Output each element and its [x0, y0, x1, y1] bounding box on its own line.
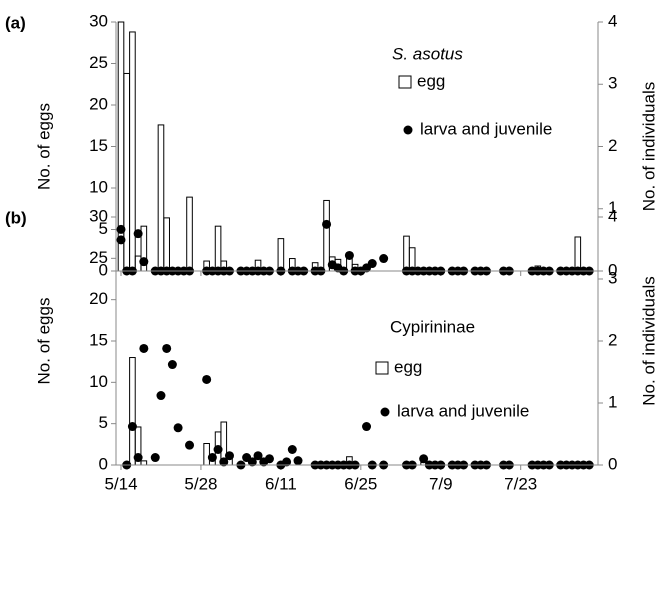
bar — [574, 236, 582, 272]
point — [322, 219, 332, 229]
x-tick-label: 6/11 — [265, 474, 297, 493]
x-tick-label: 5/28 — [184, 474, 217, 493]
point — [419, 454, 429, 464]
y2-tick-label: 4 — [608, 206, 617, 225]
bar — [129, 357, 136, 466]
bar — [157, 124, 165, 272]
y-tick-label: 15 — [89, 330, 108, 349]
bar — [163, 217, 170, 272]
point — [293, 456, 303, 466]
y2-tick-label: 4 — [608, 11, 617, 30]
y-tick-label: 30 — [89, 206, 108, 225]
bar — [323, 199, 330, 272]
legend-swatch — [380, 407, 390, 417]
point — [367, 259, 377, 269]
bar — [140, 460, 148, 466]
point — [202, 374, 212, 384]
point — [224, 451, 234, 461]
y-tick-label: 25 — [89, 248, 108, 267]
y-tick-label: 30 — [89, 11, 108, 30]
y2-tick-label: 3 — [608, 268, 617, 287]
y-tick-label: 5 — [99, 219, 108, 238]
panel-label: (b) — [5, 208, 27, 227]
y2-tick-label: 2 — [608, 136, 617, 155]
point — [167, 360, 177, 370]
x-tick-label: 5/14 — [104, 474, 137, 493]
point — [133, 229, 143, 239]
point — [287, 445, 297, 454]
panel-label: (a) — [5, 13, 26, 32]
x-tick-label: 6/25 — [344, 474, 377, 493]
x-tick-label: 7/9 — [429, 474, 453, 493]
point — [247, 457, 257, 467]
point — [264, 454, 274, 464]
point — [344, 250, 354, 260]
point — [162, 343, 172, 353]
point — [173, 423, 183, 433]
bar — [203, 443, 210, 466]
y2-axis-label: No. of individuals — [639, 276, 658, 405]
y2-tick-label: 0 — [608, 454, 617, 473]
point — [150, 453, 160, 463]
legend-label: egg — [394, 357, 422, 376]
point — [219, 457, 229, 467]
annotation: S. asotus — [392, 44, 463, 63]
annotation: Cypirininae — [390, 317, 475, 336]
point — [156, 391, 166, 401]
point — [379, 254, 389, 264]
point — [185, 440, 195, 450]
bar — [277, 238, 285, 272]
legend-swatch — [398, 75, 412, 89]
y-tick-label: 20 — [89, 289, 108, 308]
bar — [186, 196, 193, 272]
point — [139, 343, 149, 353]
y-tick-label: 10 — [89, 372, 108, 391]
legend-label: egg — [417, 71, 445, 90]
y-tick-label: 25 — [89, 53, 108, 72]
legend-swatch — [375, 361, 389, 375]
bar — [403, 235, 410, 272]
point — [127, 422, 137, 432]
y2-axis-label: No. of individuals — [639, 82, 658, 211]
y-axis-label: No. of eggs — [34, 103, 53, 190]
legend-swatch — [403, 125, 413, 135]
legend-label: larva and juvenile — [397, 401, 529, 420]
y-tick-label: 5 — [99, 413, 108, 432]
point — [213, 445, 223, 454]
point — [133, 453, 143, 463]
point — [362, 422, 372, 432]
point — [116, 224, 126, 234]
y2-tick-label: 0 — [608, 260, 617, 279]
y2-tick-label: 1 — [608, 198, 617, 217]
y-tick-label: 0 — [99, 454, 108, 473]
legend-label: larva and juvenile — [420, 119, 552, 138]
point — [207, 453, 217, 463]
y-tick-label: 20 — [89, 94, 108, 113]
y2-tick-label: 2 — [608, 330, 617, 349]
y2-tick-label: 3 — [608, 74, 617, 93]
point — [116, 235, 126, 245]
y-tick-label: 10 — [89, 177, 108, 196]
y-axis-label: No. of eggs — [34, 298, 53, 385]
point — [139, 257, 149, 267]
bar — [214, 225, 222, 272]
y2-tick-label: 1 — [608, 392, 617, 411]
y-tick-label: 15 — [89, 136, 108, 155]
x-tick-label: 7/23 — [504, 474, 537, 493]
point — [253, 451, 263, 461]
point — [282, 457, 292, 467]
y-tick-label: 0 — [99, 260, 108, 279]
